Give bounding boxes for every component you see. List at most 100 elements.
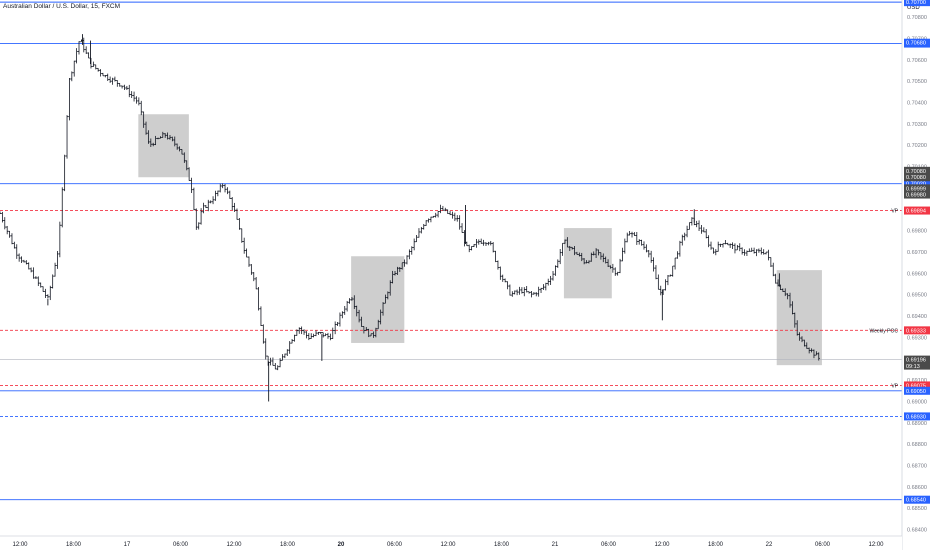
ohlc-bar bbox=[812, 349, 816, 359]
level-tag-label-0-bg bbox=[904, 0, 930, 7]
ohlc-bar bbox=[116, 80, 119, 87]
ohlc-bar bbox=[745, 250, 749, 256]
level-tag-label-2: 0.70680 bbox=[906, 41, 926, 47]
ohlc-bar bbox=[175, 143, 179, 150]
ohlc-bar bbox=[29, 267, 33, 273]
ohlc-bar bbox=[671, 265, 674, 277]
ohlc-bar bbox=[39, 282, 42, 288]
ohlc-bar bbox=[721, 243, 725, 248]
ohlc-bar bbox=[769, 257, 773, 268]
ohlc-bar bbox=[326, 332, 330, 339]
ohlc-bar bbox=[372, 331, 375, 338]
ohlc-bar bbox=[257, 286, 260, 311]
ohlc-bar bbox=[535, 292, 538, 297]
ohlc-bar bbox=[271, 357, 275, 366]
ohlc-bar bbox=[520, 287, 524, 294]
ohlc-bar bbox=[448, 210, 452, 216]
ohlc-bar bbox=[427, 218, 430, 223]
ohlc-bar bbox=[568, 245, 571, 251]
ohlc-bar bbox=[281, 354, 284, 361]
ohlc-bar bbox=[570, 246, 574, 250]
ohlc-bar bbox=[649, 250, 653, 263]
ohlc-bar bbox=[319, 331, 322, 335]
ohlc-bar bbox=[367, 328, 370, 338]
ohlc-bar bbox=[575, 251, 579, 255]
level-tag-label-6-bg bbox=[904, 381, 930, 390]
ohlc-bar bbox=[563, 239, 567, 244]
ohlc-bar bbox=[657, 274, 660, 290]
ohlc-bar bbox=[573, 245, 576, 256]
time-label-14: 22 bbox=[766, 542, 773, 548]
ohlc-bar bbox=[369, 333, 373, 337]
ohlc-bar bbox=[645, 244, 648, 253]
price-tick-11: 0.69700 bbox=[907, 250, 927, 256]
ohlc-bar bbox=[623, 238, 627, 254]
ohlc-bar bbox=[166, 132, 169, 140]
ohlc-bar bbox=[286, 349, 289, 356]
ohlc-bar bbox=[391, 270, 394, 284]
ohlc-bar bbox=[432, 215, 435, 218]
ohlc-bar bbox=[276, 365, 279, 371]
time-label-8: 12:00 bbox=[440, 542, 456, 548]
ohlc-bar bbox=[580, 252, 583, 262]
ohlc-bar bbox=[585, 260, 588, 264]
time-label-7: 06:00 bbox=[387, 542, 403, 548]
ohlc-bar bbox=[238, 217, 241, 230]
level-tag-6: VP bbox=[891, 383, 898, 389]
ohlc-bar bbox=[566, 237, 569, 248]
ohlc-bar bbox=[51, 274, 54, 289]
ohlc-bar bbox=[616, 271, 619, 276]
ohlc-bar bbox=[767, 249, 770, 261]
ohlc-bar bbox=[108, 76, 112, 83]
time-label-13: 18:00 bbox=[708, 542, 724, 548]
ohlc-bar bbox=[599, 252, 603, 260]
ohlc-bar bbox=[159, 136, 162, 139]
ohlc-bar bbox=[389, 280, 392, 296]
ohlc-bar bbox=[429, 216, 433, 223]
ohlc-bar bbox=[439, 204, 442, 214]
ohlc-bar bbox=[700, 225, 703, 234]
ohlc-bar bbox=[590, 252, 593, 262]
ohlc-bar bbox=[233, 202, 236, 212]
ohlc-bar bbox=[736, 244, 739, 251]
level-tag-label-9: 0.68540 bbox=[906, 498, 926, 504]
ohlc-bar bbox=[8, 230, 11, 238]
level-tag-label-7-bg bbox=[904, 386, 930, 395]
ohlc-bar bbox=[705, 229, 708, 239]
ohlc-bar bbox=[245, 248, 248, 258]
price-tag-3: 0.69980 bbox=[906, 193, 926, 199]
ohlc-bar bbox=[487, 241, 490, 246]
ohlc-bar bbox=[25, 260, 28, 265]
ohlc-bar bbox=[312, 333, 315, 338]
ohlc-bar bbox=[621, 247, 624, 262]
price-tick-17: 0.69100 bbox=[907, 378, 927, 384]
ohlc-bar bbox=[582, 258, 586, 265]
ohlc-bar bbox=[221, 183, 224, 189]
ohlc-bar bbox=[231, 197, 234, 211]
ohlc-bar bbox=[343, 305, 346, 315]
ohlc-bar bbox=[113, 76, 117, 82]
price-tick-12: 0.69600 bbox=[907, 271, 927, 277]
ohlc-bar bbox=[690, 217, 694, 226]
ohlc-bar bbox=[209, 200, 212, 204]
time-label-2: 17 bbox=[124, 542, 131, 548]
ohlc-bar bbox=[738, 243, 741, 252]
ohlc-bar bbox=[726, 242, 729, 246]
ohlc-bar bbox=[446, 209, 449, 214]
ohlc-bar bbox=[542, 284, 545, 290]
ohlc-bar bbox=[494, 250, 497, 263]
ohlc-bar bbox=[669, 274, 672, 277]
price-tag-0: 0.70080 bbox=[906, 169, 926, 175]
ohlc-bar bbox=[84, 46, 88, 54]
ohlc-bar bbox=[65, 115, 69, 159]
ohlc-bar bbox=[111, 77, 114, 85]
ohlc-bar bbox=[805, 342, 808, 349]
ohlc-bar bbox=[554, 265, 557, 276]
ohlc-bar bbox=[724, 240, 727, 245]
ohlc-bar bbox=[800, 336, 804, 343]
ohlc-bar bbox=[436, 211, 440, 218]
ohlc-bar bbox=[477, 239, 480, 245]
ohlc-bar bbox=[618, 258, 622, 274]
